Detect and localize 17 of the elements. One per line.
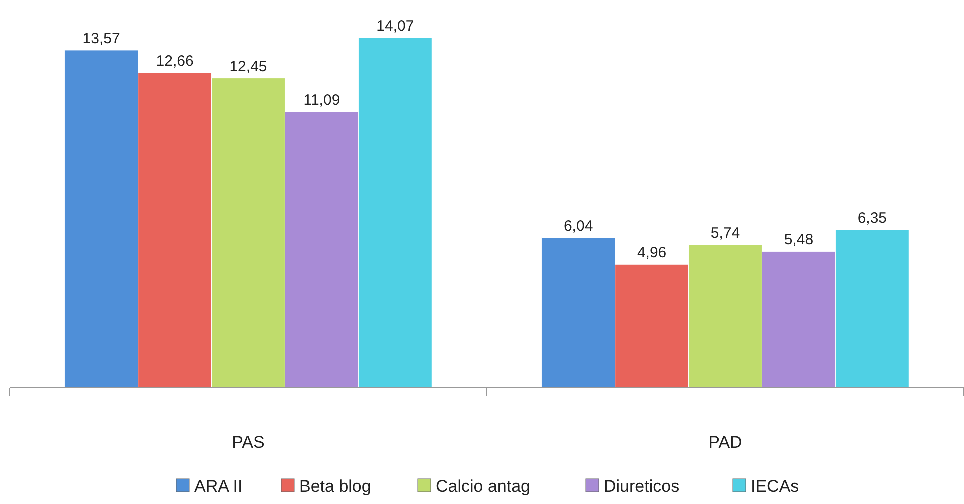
data-label: 12,45 — [230, 58, 268, 76]
legend-label: Calcio antag — [436, 477, 531, 496]
data-label: 14,07 — [376, 18, 414, 35]
data-label: 4,96 — [637, 244, 667, 262]
legend-label: Beta blog — [300, 477, 372, 496]
legend-label: Diureticos — [604, 477, 680, 496]
x-tick-label: PAD — [708, 433, 742, 452]
data-label: 6,35 — [858, 210, 888, 228]
x-tick-label: PAS — [232, 433, 265, 452]
data-label: 6,04 — [564, 218, 594, 235]
data-label: 11,09 — [304, 92, 340, 110]
legend-label: IECAs — [751, 477, 800, 496]
data-label: 13,57 — [82, 30, 120, 48]
data-label: 12,66 — [156, 53, 194, 70]
data-label: 5,74 — [710, 225, 740, 242]
legend-label: ARA II — [194, 477, 243, 496]
data-label: 5,48 — [784, 232, 814, 249]
